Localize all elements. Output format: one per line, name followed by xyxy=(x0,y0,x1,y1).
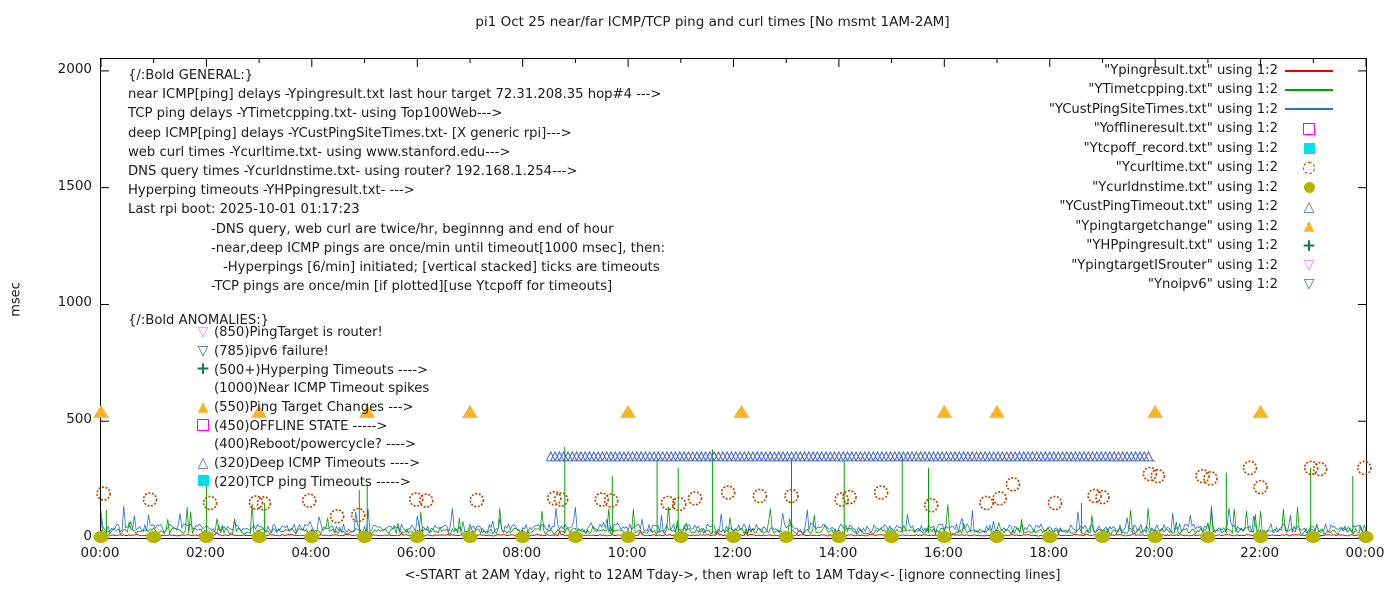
square-fill-marker-icon xyxy=(1303,142,1315,154)
anomaly-text: (400)Reboot/powercycle? ----> xyxy=(214,437,417,453)
line-marker-icon xyxy=(1285,88,1333,91)
anomalies-header: {/:Bold ANOMALIES:} xyxy=(128,313,270,328)
triangle-down-open-marker-icon: ▽ xyxy=(197,324,209,340)
general-annotation-line: web curl times -Ycurltime.txt- using www… xyxy=(128,144,511,160)
general-annotation-line: {/:Bold GENERAL:} xyxy=(128,68,254,83)
general-annotation-line: TCP ping delays -YTimetcpping.txt- using… xyxy=(128,106,503,122)
anomaly-item: ▲ (550)Ping Target Changes ---> xyxy=(193,400,414,415)
general-annotation-line: -Hyperpings [6/min] initiated; [vertical… xyxy=(223,260,660,275)
anomaly-text: (320)Deep ICMP Timeouts ----> xyxy=(214,455,421,471)
line-marker-icon xyxy=(1285,69,1333,72)
anomaly-text: (785)ipv6 failure! xyxy=(214,343,329,359)
anomaly-item: (400)Reboot/powercycle? ----> xyxy=(193,437,416,452)
legend-row: "Ypingresult.txt" using 1:2 xyxy=(978,63,1340,78)
x-tick-label: 00:00 xyxy=(1345,545,1385,561)
general-annotation-line: DNS query times -Ycurldnstime.txt- using… xyxy=(128,164,578,179)
legend-row: "Ypingtargetchange" using 1:2 ▲ xyxy=(978,219,1340,234)
anomaly-item: △ (320)Deep ICMP Timeouts ----> xyxy=(193,456,420,471)
legend-row: "YCustPingTimeout.txt" using 1:2 △ xyxy=(978,199,1340,214)
general-annotation-line: near ICMP[ping] delays -Ypingresult.txt … xyxy=(128,87,662,103)
legend-row: "YHPpingresult.txt" using 1:2 + xyxy=(978,235,1340,256)
anomaly-text: (500+)Hyperping Timeouts ----> xyxy=(214,362,429,378)
square-open-marker-icon xyxy=(197,418,209,431)
legend-label: "Ycurltime.txt" using 1:2 xyxy=(1115,160,1278,176)
general-annotation-line: Hyperping timeouts -YHPpingresult.txt- -… xyxy=(128,183,415,199)
plot-canvas xyxy=(93,59,1374,543)
legend-label: "Ypingresult.txt" using 1:2 xyxy=(1104,63,1278,78)
y-axis-label: msec xyxy=(8,282,24,317)
legend-row: "Ynoipv6" using 1:2 ▽ xyxy=(978,277,1340,292)
anomaly-item: ▽ (850)PingTarget is router! xyxy=(193,325,383,340)
y-tick-label: 500 xyxy=(66,411,92,428)
anomaly-item: (450)OFFLINE STATE -----> xyxy=(193,418,388,435)
plus-marker-icon: + xyxy=(195,359,211,380)
triangle-fill-marker-icon: ▲ xyxy=(197,398,209,415)
x-axis-label: <-START at 2AM Yday, right to 12AM Tday-… xyxy=(404,568,1061,583)
legend-label: "Yofflineresult.txt" using 1:2 xyxy=(1093,121,1278,137)
x-tick-label: 18:00 xyxy=(1029,545,1069,561)
general-annotation-line: deep ICMP[ping] delays -YCustPingSiteTim… xyxy=(128,125,572,141)
x-tick-label: 20:00 xyxy=(1134,545,1174,561)
anomaly-item: + (500+)Hyperping Timeouts ----> xyxy=(193,359,429,380)
anomaly-item: (1000)Near ICMP Timeout spikes xyxy=(193,381,429,396)
x-tick-label: 04:00 xyxy=(291,545,331,561)
legend-label: "YTimetcpping.txt" using 1:2 xyxy=(1088,82,1278,98)
anomaly-item: (220)TCP ping Timeouts -----> xyxy=(193,474,411,490)
triangle-down-open-marker-icon: ▽ xyxy=(197,342,209,359)
anomaly-text: (550)Ping Target Changes ---> xyxy=(214,399,414,415)
anomaly-text: (220)TCP ping Timeouts -----> xyxy=(214,474,411,490)
plus-marker-icon: + xyxy=(1301,235,1317,256)
triangle-fill-marker-icon: ▲ xyxy=(1303,218,1315,235)
x-tick-label: 14:00 xyxy=(818,545,858,561)
square-fill-marker-icon xyxy=(197,474,209,486)
general-annotation-line: -DNS query, web curl are twice/hr, begin… xyxy=(211,221,614,237)
circle-open-marker-icon xyxy=(1303,161,1315,174)
x-tick-label: 06:00 xyxy=(396,545,436,561)
anomaly-text: (850)PingTarget is router! xyxy=(214,325,383,340)
square-open-marker-icon xyxy=(1303,122,1315,135)
legend-label: "Ycurldnstime.txt" using 1:2 xyxy=(1092,179,1278,195)
triangle-open-marker-icon: △ xyxy=(197,454,209,471)
general-annotation-line: -TCP pings are once/min [if plotted][use… xyxy=(211,279,613,295)
general-annotation-line: -near,deep ICMP pings are once/min until… xyxy=(211,240,666,256)
x-tick-label: 12:00 xyxy=(713,545,752,561)
anomaly-text: (450)OFFLINE STATE -----> xyxy=(214,419,388,434)
legend-row: "Ycurldnstime.txt" using 1:2 xyxy=(978,180,1340,195)
y-tick-label: 2000 xyxy=(57,60,92,77)
x-tick-label: 02:00 xyxy=(185,545,225,561)
legend-row: "YTimetcpping.txt" using 1:2 xyxy=(978,82,1340,97)
legend-row: "YCustPingSiteTimes.txt" using 1:2 xyxy=(978,102,1340,117)
x-tick-label: 00:00 xyxy=(80,545,120,561)
x-tick-label: 16:00 xyxy=(923,545,963,561)
general-annotation-line: Last rpi boot: 2025-10-01 01:17:23 xyxy=(128,202,360,218)
y-tick-label: 1500 xyxy=(57,177,92,194)
legend-row: "YpingtargetISrouter" using 1:2 ▽ xyxy=(978,258,1340,273)
anomaly-text: (1000)Near ICMP Timeout spikes xyxy=(214,381,430,397)
circle-fill-marker-icon xyxy=(1303,181,1315,193)
triangle-down-open-marker-icon: ▽ xyxy=(1303,276,1315,293)
chart-title: pi1 Oct 25 near/far ICMP/TCP ping and cu… xyxy=(475,14,950,30)
legend-label: "Ypingtargetchange" using 1:2 xyxy=(1075,218,1278,234)
legend-label: "YCustPingSiteTimes.txt" using 1:2 xyxy=(1048,101,1278,117)
legend-label: "YCustPingTimeout.txt" using 1:2 xyxy=(1059,199,1278,215)
anomaly-item: ▽ (785)ipv6 failure! xyxy=(193,344,329,359)
legend-label: "YpingtargetISrouter" using 1:2 xyxy=(1071,257,1278,273)
x-tick-label: 08:00 xyxy=(502,545,542,561)
legend-row: "Ycurltime.txt" using 1:2 xyxy=(978,160,1340,175)
triangle-open-marker-icon: △ xyxy=(1303,198,1315,215)
triangle-down-open-marker-icon: ▽ xyxy=(1303,257,1315,273)
y-tick-label: 0 xyxy=(83,528,92,544)
x-tick-label: 22:00 xyxy=(1240,545,1280,561)
legend-label: "Ytcpoff_record.txt" using 1:2 xyxy=(1083,140,1278,156)
x-tick-label: 10:00 xyxy=(607,545,647,561)
legend-row: "Yofflineresult.txt" using 1:2 xyxy=(978,121,1340,136)
line-marker-icon xyxy=(1285,108,1333,111)
y-tick-label: 1000 xyxy=(57,294,92,311)
legend-label: "YHPpingresult.txt" using 1:2 xyxy=(1086,238,1278,254)
legend-label: "Ynoipv6" using 1:2 xyxy=(1147,276,1278,292)
plot-area: {/:Bold GENERAL:} near ICMP[ping] delays … xyxy=(93,58,1374,543)
legend-row: "Ytcpoff_record.txt" using 1:2 xyxy=(978,141,1340,156)
